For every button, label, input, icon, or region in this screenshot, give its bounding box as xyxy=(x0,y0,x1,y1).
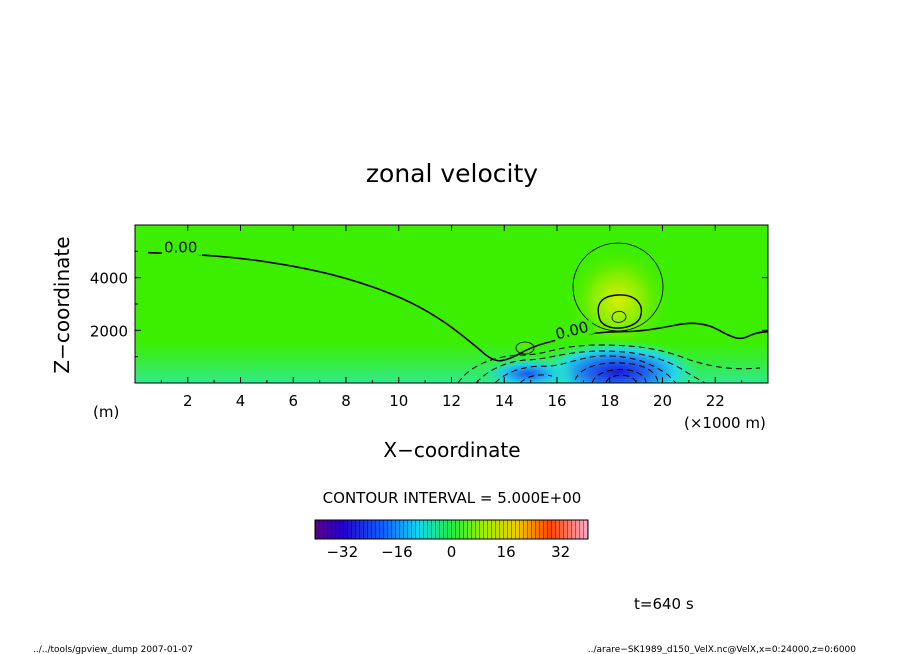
time-label: t=640 s xyxy=(634,595,694,613)
x-tick-label: 14 xyxy=(495,392,514,410)
positive-contour-small xyxy=(515,341,535,355)
y-tick-label: 4000 xyxy=(90,270,128,288)
colorbar-tick-labels: −32 −16 0 16 32 xyxy=(326,543,570,561)
y-unit-label: (m) xyxy=(93,403,119,421)
negative-core-small xyxy=(480,356,576,383)
footer-right: ../arare−SK1989_d150_VelX.nc@VelX,x=0:24… xyxy=(588,645,856,654)
colorbar-tick-label: 32 xyxy=(551,543,570,561)
x-tick-label: 2 xyxy=(183,392,193,410)
x-unit-label: (×1000 m) xyxy=(684,414,766,432)
updraft-core-positive xyxy=(563,245,673,355)
zero-contour-line xyxy=(148,251,768,362)
chart-title: zonal velocity xyxy=(366,159,538,188)
x-axis-label: X−coordinate xyxy=(383,438,520,462)
positive-contour-outer xyxy=(572,242,664,332)
contour-interval-text: CONTOUR INTERVAL = 5.000E+00 xyxy=(323,489,582,507)
footer-left: ../../tools/gpview_dump 2007-01-07 xyxy=(33,645,193,654)
negative-contours xyxy=(457,344,761,383)
x-axis: 2 4 6 8 10 12 14 16 18 20 22 xyxy=(160,225,743,410)
x-tick-label: 22 xyxy=(706,392,725,410)
positive-contour-inner xyxy=(597,294,642,329)
plot-area xyxy=(135,225,768,383)
y-axis: 2000 4000 xyxy=(90,250,768,358)
y-axis-label: Z−coordinate xyxy=(50,236,74,373)
colorbar-tick-label: −32 xyxy=(326,543,358,561)
contour-label-bg xyxy=(162,241,203,256)
x-tick-label: 12 xyxy=(442,392,461,410)
secondary-positive xyxy=(509,337,541,357)
colorbar-tick-label: 0 xyxy=(447,543,457,561)
x-tick-label: 18 xyxy=(600,392,619,410)
positive-contour-core xyxy=(611,310,627,323)
colorbar-tick-label: 16 xyxy=(497,543,516,561)
x-tick-label: 10 xyxy=(389,392,408,410)
y-tick-label: 2000 xyxy=(90,322,128,340)
x-tick-label: 20 xyxy=(653,392,672,410)
colorbar: −32 −16 0 16 32 xyxy=(314,519,589,561)
x-tick-label: 16 xyxy=(547,392,566,410)
colorbar-frame xyxy=(314,519,589,540)
contour-label-bg xyxy=(552,319,595,343)
contour-label: 0.00 xyxy=(164,239,197,257)
x-tick-label: 6 xyxy=(288,392,298,410)
x-tick-label: 4 xyxy=(236,392,246,410)
x-tick-label: 8 xyxy=(341,392,351,410)
colorbar-divisions xyxy=(315,520,588,539)
colorbar-tick-label: −16 xyxy=(381,543,413,561)
